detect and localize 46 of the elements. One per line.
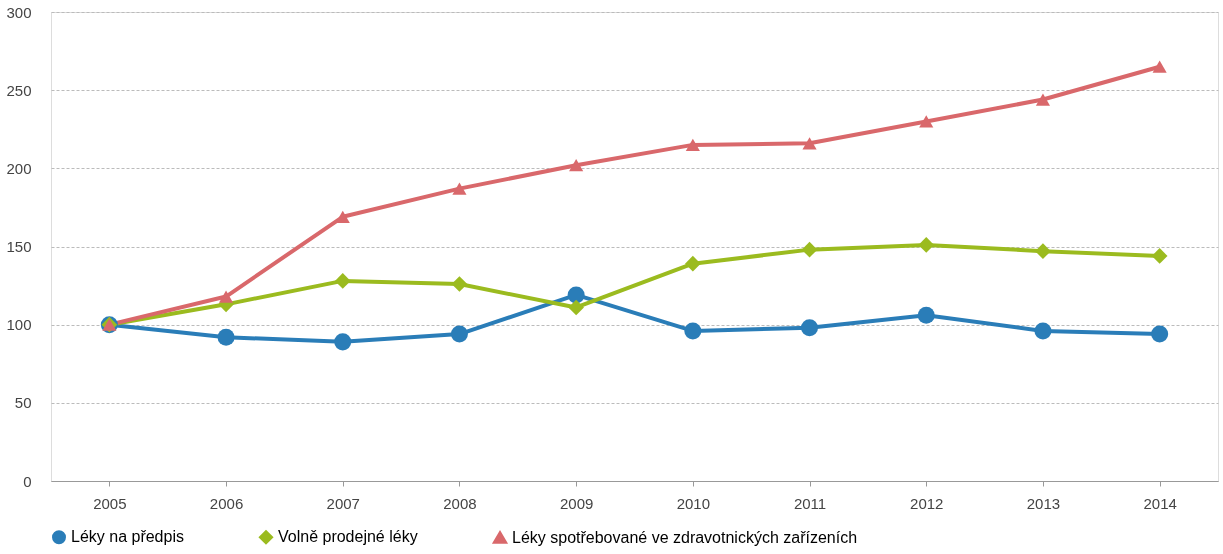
point xyxy=(568,299,584,316)
y-tick-label: 200 xyxy=(6,159,32,177)
legend-label: Léky spotřebované ve zdravotnických zařízeních xyxy=(512,528,858,546)
point xyxy=(218,290,234,303)
legend-label: Léky na předpis xyxy=(71,528,184,546)
x-tick-label: 2013 xyxy=(1026,494,1061,512)
point xyxy=(569,159,584,172)
point xyxy=(917,306,935,324)
point xyxy=(802,137,817,150)
point xyxy=(1151,248,1168,264)
point xyxy=(919,115,934,128)
point xyxy=(1035,93,1051,106)
x-tick-label: 2005 xyxy=(93,494,127,512)
x-tick-label: 2009 xyxy=(559,494,594,512)
point xyxy=(450,325,468,343)
point xyxy=(217,328,235,346)
point xyxy=(567,286,585,304)
point xyxy=(1151,325,1169,343)
x-tick-label: 2007 xyxy=(326,494,360,512)
point xyxy=(801,241,818,258)
point xyxy=(685,255,701,272)
x-tick-label: 2006 xyxy=(209,494,244,512)
point xyxy=(1035,243,1051,260)
y-tick-label: 150 xyxy=(6,238,32,255)
x-tick-label: 2012 xyxy=(910,494,944,512)
x-tick-label: 2011 xyxy=(793,494,827,512)
point xyxy=(1034,322,1052,340)
point xyxy=(684,322,702,340)
y-tick-label: 100 xyxy=(6,316,32,334)
point xyxy=(335,210,350,223)
point xyxy=(1152,60,1167,73)
point xyxy=(801,319,819,337)
x-tick-label: 2014 xyxy=(1143,494,1177,512)
point xyxy=(685,138,700,152)
legend-label: Volně prodejné léky xyxy=(278,528,418,546)
y-tick-label: 50 xyxy=(14,394,32,412)
y-tick-label: 250 xyxy=(6,81,32,99)
point xyxy=(918,237,935,253)
point xyxy=(334,273,351,289)
point xyxy=(334,333,352,351)
x-tick-label: 2010 xyxy=(676,494,711,512)
point xyxy=(451,276,468,292)
y-tick-label: 0 xyxy=(23,472,32,490)
x-tick-label: 2008 xyxy=(443,494,477,512)
y-tick-label: 300 xyxy=(6,3,32,21)
point xyxy=(452,182,467,195)
